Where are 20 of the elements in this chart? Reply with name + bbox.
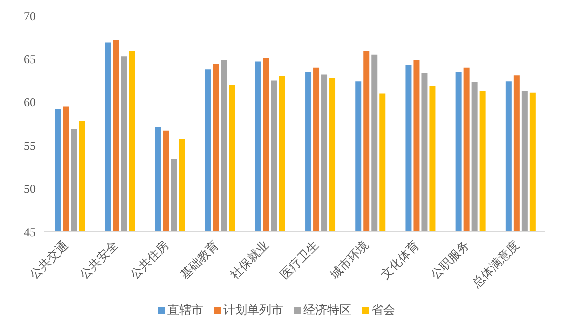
x-tick-label: 公职服务 bbox=[428, 238, 472, 282]
legend-label: 计划单列市 bbox=[224, 302, 284, 319]
x-tick-label: 文化体育 bbox=[378, 238, 422, 282]
x-tick-label: 医疗卫生 bbox=[278, 238, 322, 282]
x-tick-label: 城市环境 bbox=[327, 238, 372, 283]
y-tick-label: 65 bbox=[24, 52, 36, 66]
y-tick-label: 55 bbox=[24, 138, 36, 153]
legend-label: 直辖市 bbox=[168, 302, 204, 319]
y-tick-label: 60 bbox=[24, 96, 36, 110]
y-tick-label: 50 bbox=[24, 182, 36, 196]
x-tick-label: 基础教育 bbox=[178, 238, 222, 282]
x-tick-label: 社保就业 bbox=[228, 238, 272, 282]
legend-label: 经济特区 bbox=[304, 302, 352, 319]
x-tick-label: 总体满意度 bbox=[469, 238, 522, 292]
x-tick-label: 公共住房 bbox=[128, 238, 172, 282]
x-tick-label: 公共交通 bbox=[27, 238, 72, 282]
y-tick-label: 70 bbox=[24, 9, 36, 24]
x-tick-label: 公共安全 bbox=[77, 238, 122, 282]
y-tick-label: 45 bbox=[24, 225, 36, 240]
legend-label: 省会 bbox=[372, 302, 396, 319]
